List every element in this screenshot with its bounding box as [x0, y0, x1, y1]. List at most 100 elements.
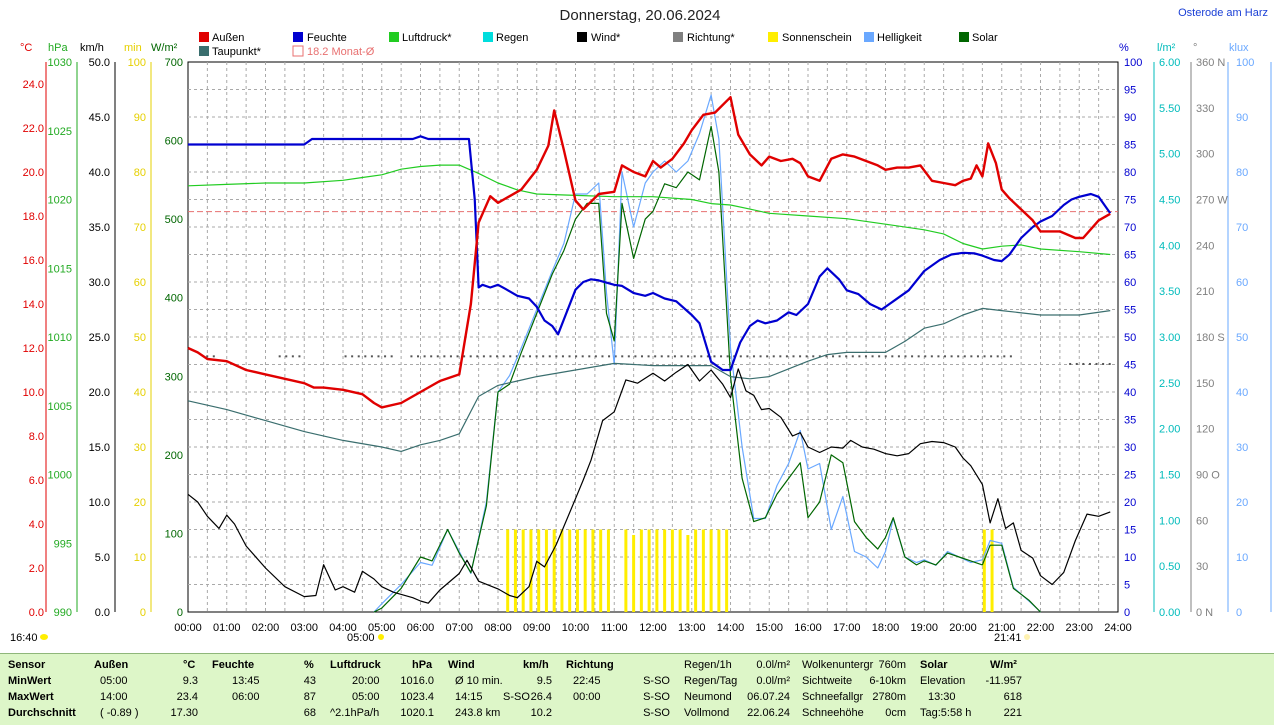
sun-icon-left: [40, 634, 48, 640]
sunshine-bar: [506, 529, 510, 612]
x-tick-label: 21:00: [988, 622, 1016, 634]
direction-dot: [594, 355, 597, 358]
deg-tick-label: 330: [1196, 103, 1214, 115]
legend-swatch-helligkeit: [864, 32, 874, 42]
wm2-tick-label: 600: [165, 136, 183, 148]
richtung-value: S-SO: [643, 675, 670, 687]
temp-tick-label: 18.0: [23, 211, 44, 223]
info1-label: Vollmond: [684, 707, 730, 719]
direction-dot: [930, 355, 933, 358]
direction-dot: [772, 355, 775, 358]
wind-line: [187, 363, 1111, 604]
sunshine-bar: [647, 529, 651, 612]
feuchte-time: 06:00: [232, 691, 260, 703]
hdr-wind-unit: km/h: [523, 659, 549, 671]
direction-dot: [1088, 362, 1091, 365]
direction-dot: [1108, 362, 1111, 365]
info2-value: 6-10km: [869, 675, 906, 687]
kmh-tick-label: 0.0: [95, 607, 110, 619]
klux-tick-label: 60: [1236, 277, 1248, 289]
deg-tick-label: 90 O: [1196, 470, 1220, 482]
legend-label-aussen: Außen: [212, 32, 244, 44]
direction-dot: [891, 355, 894, 358]
min-tick-label: 40: [134, 387, 146, 399]
hdr-aussen-unit: °C: [183, 659, 196, 671]
temp-tick-label: 4.0: [29, 519, 44, 531]
wind-time: 14:15: [455, 691, 483, 703]
direction-dot: [581, 355, 584, 358]
direction-dot: [357, 355, 360, 358]
hdr-feuchte: Feuchte: [212, 659, 255, 671]
unit-lm2: l/m²: [1157, 42, 1176, 54]
lm2-tick-label: 1.50: [1159, 470, 1180, 482]
temp-tick-label: 6.0: [29, 475, 44, 487]
luftdruck-value: 1020.1: [400, 707, 434, 719]
x-tick-label: 14:00: [717, 622, 745, 634]
deg-tick-label: 300: [1196, 149, 1214, 161]
solar-value: -11.957: [985, 675, 1023, 687]
direction-dot: [443, 355, 446, 358]
location-link[interactable]: Osterode am Harz: [1178, 7, 1268, 19]
unit-kmh: km/h: [80, 42, 104, 54]
direction-dot: [529, 355, 531, 358]
aussen-line: [187, 95, 1111, 409]
deg-tick-label: 120: [1196, 424, 1214, 436]
klux-tick-label: 70: [1236, 222, 1248, 234]
direction-dot: [430, 355, 433, 358]
klux-tick-label: 10: [1236, 552, 1248, 564]
deg-tick-label: 180 S: [1196, 332, 1225, 344]
kmh-tick-label: 45.0: [89, 112, 110, 124]
sunrise-icon: [378, 634, 384, 640]
min-tick-label: 70: [134, 222, 146, 234]
unit-pct: %: [1119, 42, 1129, 54]
direction-dot: [601, 355, 604, 358]
sunshine-bar: [678, 529, 682, 612]
solar-label: Tag:5:58 h: [920, 707, 972, 719]
pct-tick-label: 0: [1124, 607, 1130, 619]
lm2-tick-label: 2.00: [1159, 424, 1180, 436]
klux-tick-label: 100: [1236, 57, 1254, 69]
sunshine-bar: [583, 529, 587, 612]
legend-swatch-taupunkt: [199, 46, 209, 56]
feuchte-value: 68: [303, 707, 316, 719]
direction-dot: [766, 355, 769, 358]
legend-swatch-monat: [292, 45, 304, 57]
sunshine-bar: [521, 529, 525, 612]
sunshine-bar: [670, 529, 674, 612]
wm2-tick-label: 700: [165, 57, 183, 69]
direction-dot: [917, 355, 920, 358]
sunshine-bar: [606, 529, 610, 612]
info1-value: 0.0l/m²: [756, 675, 790, 687]
aussen-value: 9.3: [182, 675, 198, 687]
direction-dot: [878, 355, 881, 358]
direction-dot: [673, 355, 676, 358]
sunshine-bar: [655, 529, 659, 612]
legend-label-helligkeit: Helligkeit: [877, 32, 922, 44]
sunset-icon: [1024, 634, 1030, 640]
kmh-tick-label: 20.0: [89, 387, 110, 399]
info1-value: 0.0l/m²: [756, 659, 790, 671]
legend-swatch-regen: [483, 32, 493, 42]
direction-dot: [555, 355, 558, 358]
lm2-tick-label: 0.50: [1159, 561, 1180, 573]
richtung-value: S-SO: [643, 691, 670, 703]
klux-tick-label: 0: [1236, 607, 1242, 619]
direction-dot: [838, 355, 841, 358]
lm2-tick-label: 3.00: [1159, 332, 1180, 344]
direction-dot: [502, 355, 505, 358]
kmh-tick-label: 35.0: [89, 222, 110, 234]
info1-label: Neumond: [684, 691, 732, 703]
direction-dot: [746, 355, 749, 358]
direction-dot: [911, 355, 914, 358]
x-tick-label: 15:00: [755, 622, 783, 634]
legend-label-richtung: Richtung*: [687, 32, 735, 44]
direction-dot: [535, 355, 538, 358]
pct-tick-label: 25: [1124, 470, 1136, 482]
solar-line: [373, 125, 1041, 613]
direction-dot: [423, 355, 426, 358]
direction-dot: [792, 355, 795, 358]
direction-dot: [1009, 355, 1012, 358]
direction-dot: [726, 355, 729, 358]
direction-dot: [1102, 362, 1105, 365]
direction-dot: [884, 355, 887, 358]
